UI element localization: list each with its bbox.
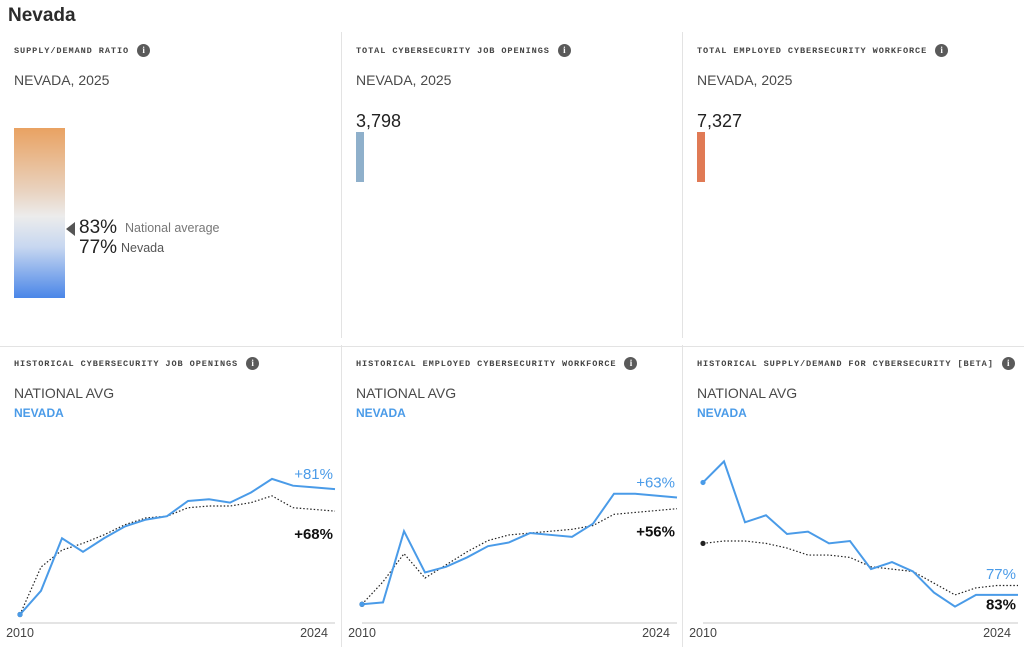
national-end-label: +68%	[294, 526, 333, 543]
national-end-label: 83%	[986, 597, 1016, 614]
national-end-label: +56%	[636, 524, 675, 541]
info-icon[interactable]: i	[624, 357, 638, 370]
legend-national: NATIONAL AVG	[356, 385, 457, 401]
state-end-label: +63%	[636, 474, 675, 491]
panel-title: TOTAL CYBERSECURITY JOB OPENINGS i	[356, 44, 571, 57]
row-divider	[0, 346, 1024, 347]
state-ratio-label: Nevada	[121, 241, 165, 255]
supply-demand-ratio-panel: SUPPLY/DEMAND RATIO i NEVADA, 2025 83% Na…	[0, 32, 341, 338]
state-start-point	[700, 479, 706, 486]
info-icon[interactable]: i	[935, 44, 949, 57]
panel-title-text: HISTORICAL CYBERSECURITY JOB OPENINGS	[14, 358, 239, 369]
workforce-line-chart: 2010 2024 +63% +56%	[348, 474, 678, 640]
national-avg-line	[361, 508, 678, 605]
panel-title-text: HISTORICAL SUPPLY/DEMAND FOR CYBERSECURI…	[697, 358, 994, 369]
total-workforce-panel: TOTAL EMPLOYED CYBERSECURITY WORKFORCE i …	[682, 32, 1024, 338]
panel-title-text: TOTAL EMPLOYED CYBERSECURITY WORKFORCE	[697, 45, 928, 56]
x-tick-label: 2010	[6, 626, 34, 640]
state-line	[702, 459, 1018, 608]
panel-subtitle: NEVADA, 2025	[697, 72, 793, 88]
state-end-label: +81%	[294, 466, 333, 483]
x-tick-label: 2024	[983, 626, 1011, 640]
panel-subtitle: NEVADA, 2025	[356, 72, 452, 88]
national-average-label: National average	[125, 221, 220, 235]
historical-workforce-panel: HISTORICAL EMPLOYED CYBERSECURITY WORKFO…	[341, 345, 683, 647]
x-tick-label: 2024	[300, 626, 328, 640]
x-tick-label: 2010	[689, 626, 717, 640]
panel-title: SUPPLY/DEMAND RATIO i	[14, 44, 151, 57]
info-icon[interactable]: i	[246, 357, 260, 370]
national-avg-line	[19, 495, 336, 615]
historical-job-openings-panel: HISTORICAL CYBERSECURITY JOB OPENINGS i N…	[0, 345, 341, 647]
x-tick-label: 2024	[642, 626, 670, 640]
page-title: Nevada	[8, 5, 76, 26]
legend-state: NEVADA	[14, 406, 64, 420]
info-icon[interactable]: i	[137, 44, 151, 57]
national-avg-line	[702, 540, 1018, 596]
panel-subtitle: NEVADA, 2025	[14, 72, 110, 88]
panel-title-text: TOTAL CYBERSECURITY JOB OPENINGS	[356, 45, 550, 56]
state-start-point	[17, 611, 23, 618]
panel-title: TOTAL EMPLOYED CYBERSECURITY WORKFORCE i	[697, 44, 949, 57]
state-line	[361, 492, 678, 606]
historical-supply-demand-panel: HISTORICAL SUPPLY/DEMAND FOR CYBERSECURI…	[682, 345, 1024, 647]
state-start-point	[359, 601, 365, 607]
legend-national: NATIONAL AVG	[697, 385, 798, 401]
state-end-label: 77%	[986, 566, 1016, 583]
national-average-marker-icon	[66, 222, 75, 236]
panel-title-text: HISTORICAL EMPLOYED CYBERSECURITY WORKFO…	[356, 358, 617, 369]
workforce-value: 7,327	[697, 111, 743, 131]
state-ratio-value: 77%	[79, 237, 118, 258]
total-job-openings-panel: TOTAL CYBERSECURITY JOB OPENINGS i NEVADA…	[341, 32, 683, 338]
panel-title: HISTORICAL CYBERSECURITY JOB OPENINGS i	[14, 357, 260, 370]
national-start-point	[700, 540, 706, 546]
panel-title: HISTORICAL EMPLOYED CYBERSECURITY WORKFO…	[356, 357, 638, 370]
info-icon[interactable]: i	[557, 44, 571, 57]
legend-national: NATIONAL AVG	[14, 385, 115, 401]
workforce-bar	[697, 132, 705, 182]
job-openings-bar	[356, 132, 364, 182]
job-openings-value: 3,798	[356, 111, 402, 131]
legend-state: NEVADA	[356, 406, 406, 420]
state-line	[19, 477, 336, 616]
panel-title-text: SUPPLY/DEMAND RATIO	[14, 45, 130, 56]
x-tick-label: 2010	[348, 626, 376, 640]
supply-demand-line-chart: 2010 2024 77% 83%	[689, 459, 1018, 640]
panel-title: HISTORICAL SUPPLY/DEMAND FOR CYBERSECURI…	[697, 357, 1015, 370]
info-icon[interactable]: i	[1001, 357, 1015, 370]
ratio-gradient-bar	[14, 128, 65, 298]
job-openings-line-chart: 2010 2024 +81% +68%	[6, 466, 336, 640]
national-average-value: 83%	[79, 217, 118, 238]
legend-state: NEVADA	[697, 406, 747, 420]
